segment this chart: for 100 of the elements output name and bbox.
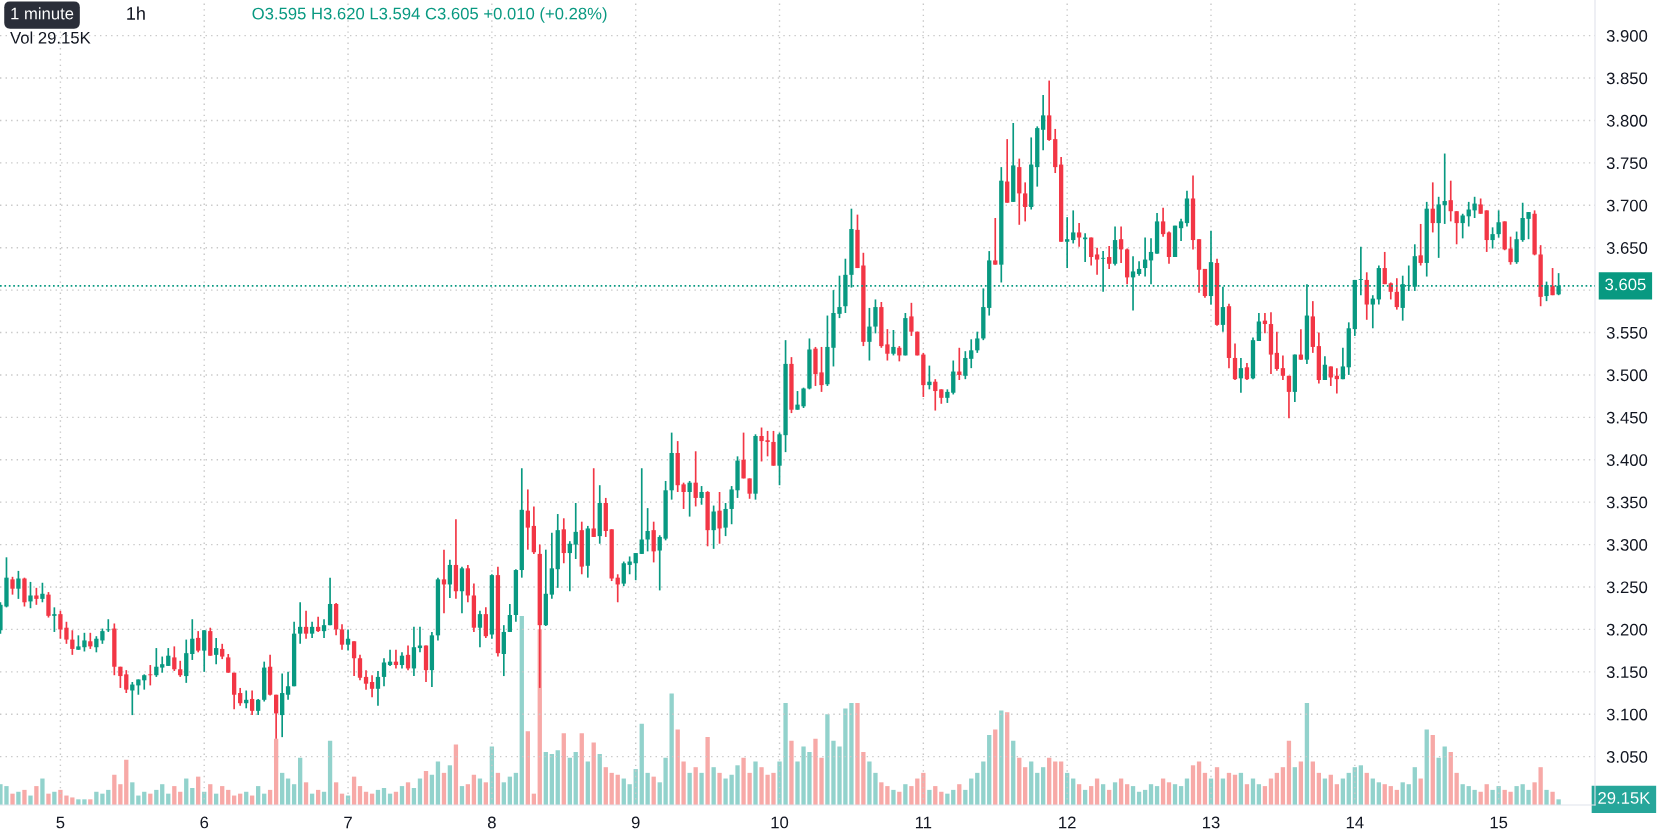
candlestick	[375, 670, 381, 707]
candlestick	[1328, 365, 1333, 387]
candlestick	[1472, 195, 1477, 219]
chart-title: 1h	[127, 6, 145, 20]
candlestick	[1394, 277, 1399, 311]
candlestick	[891, 329, 896, 357]
x-tick-label: 8	[487, 816, 496, 829]
candlestick	[645, 507, 650, 553]
candlestick	[202, 629, 207, 673]
bar	[693, 767, 698, 805]
candlestick	[1490, 226, 1495, 250]
candlestick	[1118, 225, 1124, 264]
bar	[303, 782, 309, 805]
candlestick	[16, 570, 21, 600]
bar	[591, 742, 596, 805]
bar	[1023, 767, 1028, 805]
bar	[891, 789, 896, 805]
bar	[10, 793, 15, 805]
candlestick	[741, 431, 746, 480]
candlestick	[711, 504, 716, 550]
candlestick	[1496, 209, 1501, 239]
candlestick	[927, 364, 932, 391]
bar	[40, 778, 45, 805]
candlestick	[1508, 235, 1513, 266]
annotation: O3.595 H3.620 L3.594 C3.605 +0.010 (+0.28%)	[252, 7, 607, 23]
y-tick-label: 3.200	[1606, 623, 1648, 636]
candlestick	[184, 638, 189, 684]
bar	[22, 789, 27, 805]
candlestick	[1160, 206, 1166, 238]
bar	[1190, 765, 1196, 805]
candlestick	[567, 540, 572, 593]
bar	[561, 733, 566, 805]
bar	[1550, 791, 1555, 805]
candlestick	[1274, 330, 1280, 372]
y-tick-label: 3.350	[1606, 496, 1648, 509]
bar	[1047, 757, 1052, 805]
candlestick	[351, 640, 357, 677]
bar	[1112, 782, 1118, 805]
candlestick	[1370, 294, 1375, 330]
y-tick-label: 3.250	[1606, 581, 1648, 594]
bar	[130, 782, 135, 805]
candlestick	[327, 576, 333, 627]
candlestick	[651, 520, 656, 564]
bar	[46, 793, 51, 805]
candlestick	[196, 630, 201, 654]
candlestick	[993, 217, 998, 266]
bar	[603, 767, 608, 805]
bar	[1430, 735, 1435, 805]
candlestick	[1448, 179, 1453, 223]
candlestick	[1071, 209, 1076, 245]
candlestick	[1023, 181, 1028, 223]
y-tick-label: 3.100	[1606, 708, 1648, 721]
candlestick	[573, 502, 578, 560]
bar	[903, 784, 908, 805]
bar	[1040, 767, 1046, 805]
candlestick	[1094, 246, 1100, 276]
candlestick	[214, 637, 219, 666]
candlestick	[501, 624, 506, 677]
bar	[1214, 767, 1220, 805]
bar	[501, 782, 506, 805]
y-tick-label: 3.300	[1606, 538, 1648, 551]
candlestick	[507, 603, 513, 633]
candlestick	[1454, 210, 1459, 246]
candlestick	[1430, 181, 1435, 234]
bar	[405, 782, 411, 805]
bar	[1436, 757, 1441, 805]
bar	[999, 710, 1004, 805]
candlestick	[70, 629, 75, 656]
candlestick	[106, 618, 111, 633]
annotation: 1 minute	[11, 7, 74, 20]
candlestick	[933, 378, 938, 412]
bar	[333, 782, 339, 805]
candlestick	[969, 338, 974, 369]
candlestick	[28, 581, 33, 610]
y-tick-label: 3.400	[1606, 454, 1648, 466]
bar	[993, 729, 998, 805]
candlestick	[303, 609, 309, 640]
bar	[753, 761, 758, 805]
bar	[711, 767, 716, 805]
candlestick	[1076, 222, 1082, 248]
candlestick	[771, 430, 776, 467]
candlestick	[1550, 267, 1555, 297]
candlestick	[621, 560, 626, 587]
y-tick-label: 3.900	[1606, 30, 1648, 42]
candlestick	[148, 664, 153, 687]
annotation: Vol 29.15K	[10, 31, 91, 44]
bar	[4, 786, 9, 805]
candlestick	[40, 581, 45, 604]
bar	[16, 791, 21, 805]
bar	[447, 765, 453, 805]
bar	[1011, 740, 1016, 805]
bar	[1166, 782, 1172, 805]
candlestick	[363, 669, 369, 691]
bar	[705, 736, 710, 805]
candlestick	[1112, 225, 1118, 267]
candlestick	[339, 623, 345, 651]
candlestick	[447, 559, 453, 599]
bar	[555, 750, 560, 805]
candlestick	[172, 645, 177, 672]
candlestick	[190, 618, 195, 661]
